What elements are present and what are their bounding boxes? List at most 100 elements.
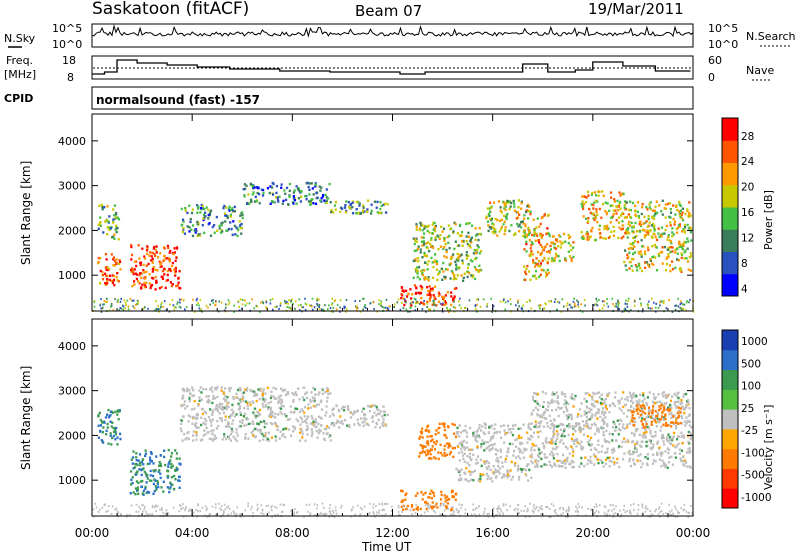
range-gate-cell bbox=[213, 434, 216, 437]
range-gate-cell bbox=[562, 453, 565, 457]
range-gate-cell bbox=[253, 407, 257, 410]
ground-scatter-cell bbox=[415, 300, 418, 303]
range-gate-cell bbox=[274, 439, 277, 442]
ground-scatter-cell bbox=[198, 304, 200, 307]
range-gate-cell bbox=[618, 402, 621, 405]
range-gate-cell bbox=[404, 493, 407, 497]
ground-scatter-cell bbox=[670, 509, 673, 512]
range-gate-cell bbox=[216, 409, 219, 413]
ground-scatter-cell bbox=[594, 512, 596, 514]
range-gate-cell bbox=[410, 505, 413, 508]
range-gate-cell bbox=[319, 400, 323, 404]
range-gate-cell bbox=[252, 422, 255, 426]
ground-scatter-cell bbox=[421, 308, 424, 311]
ground-scatter-cell bbox=[393, 306, 395, 308]
range-gate-cell bbox=[131, 462, 134, 465]
ground-scatter-cell bbox=[281, 511, 283, 513]
ground-scatter-cell bbox=[320, 308, 323, 311]
range-gate-cell bbox=[169, 459, 172, 462]
range-gate-cell bbox=[465, 235, 468, 238]
range-gate-cell bbox=[320, 186, 323, 189]
ground-scatter-cell bbox=[550, 300, 552, 303]
ground-scatter-cell bbox=[94, 502, 96, 505]
range-gate-cell bbox=[535, 226, 538, 229]
range-gate-cell bbox=[211, 413, 214, 416]
range-gate-cell bbox=[594, 215, 597, 218]
range-gate-cell bbox=[538, 241, 541, 244]
range-gate-cell bbox=[611, 448, 614, 452]
range-gate-cell bbox=[473, 469, 476, 473]
range-gate-cell bbox=[470, 274, 473, 277]
range-gate-cell bbox=[674, 456, 677, 459]
range-gate-cell bbox=[672, 444, 675, 447]
ground-scatter-cell bbox=[581, 506, 583, 509]
range-gate-cell bbox=[188, 397, 191, 400]
range-gate-cell bbox=[687, 447, 690, 451]
range-gate-cell bbox=[586, 440, 590, 444]
range-gate-cell bbox=[544, 408, 547, 411]
range-gate-cell bbox=[461, 445, 464, 448]
range-gate-cell bbox=[653, 217, 656, 221]
range-gate-cell bbox=[100, 203, 103, 207]
range-gate-cell bbox=[661, 262, 664, 265]
range-gate-cell bbox=[181, 230, 184, 234]
ground-scatter-cell bbox=[577, 303, 579, 306]
range-gate-cell bbox=[444, 497, 447, 500]
ground-scatter-cell bbox=[218, 502, 220, 505]
ground-scatter-cell bbox=[468, 299, 471, 302]
range-gate-cell bbox=[529, 254, 532, 258]
range-gate-cell bbox=[625, 216, 628, 219]
ground-scatter-cell bbox=[359, 299, 361, 302]
ground-scatter-cell bbox=[271, 515, 273, 518]
range-gate-cell bbox=[168, 490, 171, 494]
ground-scatter-cell bbox=[473, 513, 476, 516]
range-gate-cell bbox=[422, 450, 425, 453]
range-gate-cell bbox=[415, 271, 419, 274]
range-gate-cell bbox=[449, 277, 452, 280]
ground-scatter-cell bbox=[445, 302, 448, 305]
range-gate-cell bbox=[535, 257, 538, 260]
range-gate-cell bbox=[643, 397, 646, 400]
ground-scatter-cell bbox=[443, 504, 445, 507]
range-gate-cell bbox=[676, 438, 679, 441]
range-gate-cell bbox=[680, 435, 683, 438]
range-gate-cell bbox=[114, 228, 117, 231]
range-gate-cell bbox=[287, 203, 290, 206]
range-gate-cell bbox=[627, 255, 630, 259]
ground-scatter-cell bbox=[190, 509, 192, 512]
range-gate-cell bbox=[423, 450, 426, 454]
range-gate-cell bbox=[681, 405, 684, 408]
range-gate-cell bbox=[455, 277, 458, 281]
range-gate-cell bbox=[422, 243, 425, 247]
ground-scatter-cell bbox=[649, 509, 652, 512]
range-gate-cell bbox=[355, 200, 358, 204]
ground-scatter-cell bbox=[165, 509, 168, 512]
range-gate-cell bbox=[443, 255, 446, 258]
range-gate-cell bbox=[652, 232, 655, 235]
range-gate-cell bbox=[688, 256, 691, 259]
range-gate-cell bbox=[425, 242, 428, 245]
ground-scatter-cell bbox=[397, 298, 400, 301]
ground-scatter-cell bbox=[112, 309, 115, 312]
range-gate-cell bbox=[286, 418, 289, 421]
range-gate-cell bbox=[194, 425, 198, 428]
range-gate-cell bbox=[641, 417, 644, 420]
range-gate-cell bbox=[636, 440, 639, 443]
range-gate-cell bbox=[295, 418, 298, 421]
range-gate-cell bbox=[559, 246, 562, 249]
range-gate-cell bbox=[517, 467, 520, 471]
ground-scatter-cell bbox=[106, 300, 108, 303]
ground-scatter-cell bbox=[331, 302, 334, 305]
ground-scatter-cell bbox=[316, 302, 318, 305]
range-gate-cell bbox=[152, 247, 155, 250]
ground-scatter-cell bbox=[502, 512, 504, 515]
range-gate-cell bbox=[363, 210, 366, 213]
range-gate-cell bbox=[500, 227, 503, 231]
range-gate-cell bbox=[667, 408, 670, 412]
range-gate-cell bbox=[99, 224, 102, 227]
range-gate-cell bbox=[280, 407, 283, 410]
range-gate-cell bbox=[325, 405, 328, 408]
range-gate-cell bbox=[539, 243, 542, 247]
range-gate-cell bbox=[539, 421, 542, 425]
range-gate-cell bbox=[676, 247, 679, 251]
